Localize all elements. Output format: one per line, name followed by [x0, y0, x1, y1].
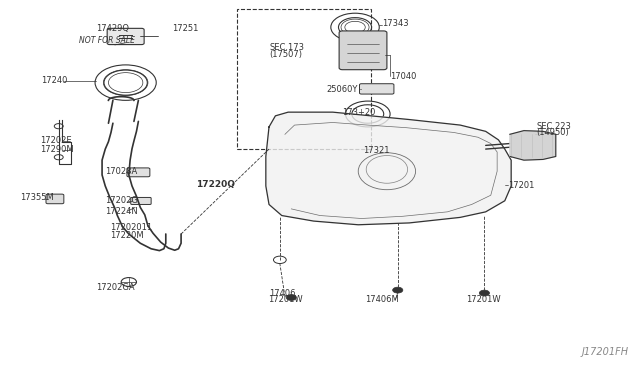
- Text: 17202011: 17202011: [109, 223, 152, 232]
- Text: 17224N: 17224N: [105, 206, 138, 216]
- Text: 17355M: 17355M: [20, 193, 54, 202]
- Text: 17220M: 17220M: [109, 231, 143, 240]
- FancyBboxPatch shape: [360, 84, 394, 94]
- Text: NOT FOR SALE: NOT FOR SALE: [79, 36, 134, 45]
- FancyBboxPatch shape: [131, 198, 151, 205]
- Text: 17290M: 17290M: [40, 145, 73, 154]
- FancyBboxPatch shape: [107, 28, 144, 45]
- Text: 17406M: 17406M: [365, 295, 398, 304]
- Text: 17251: 17251: [172, 24, 198, 33]
- Text: 173+20: 173+20: [342, 108, 376, 117]
- Text: 17240: 17240: [41, 76, 67, 85]
- Text: 17406: 17406: [269, 289, 296, 298]
- Polygon shape: [510, 131, 556, 160]
- FancyBboxPatch shape: [127, 168, 150, 177]
- Text: 17343: 17343: [383, 19, 409, 28]
- Text: 17201W: 17201W: [268, 295, 302, 304]
- Text: 17201: 17201: [508, 182, 534, 190]
- FancyBboxPatch shape: [46, 194, 64, 204]
- Text: 17028A: 17028A: [104, 167, 137, 176]
- Text: (14950): (14950): [537, 128, 570, 137]
- Text: (17507): (17507): [269, 49, 302, 59]
- Text: 17429Q: 17429Q: [97, 24, 129, 33]
- Text: 17321: 17321: [364, 147, 390, 155]
- Circle shape: [479, 290, 490, 296]
- Text: 17202E: 17202E: [40, 137, 71, 145]
- Text: 17201W: 17201W: [467, 295, 501, 304]
- Text: 25060Y: 25060Y: [327, 85, 358, 94]
- Circle shape: [393, 287, 403, 293]
- Text: 17220Q: 17220Q: [196, 180, 235, 189]
- Text: 17202GA: 17202GA: [96, 283, 134, 292]
- Text: J17201FH: J17201FH: [582, 347, 629, 357]
- Text: 17202G: 17202G: [105, 196, 138, 205]
- Circle shape: [286, 295, 296, 301]
- Polygon shape: [266, 112, 511, 225]
- Text: SEC.173: SEC.173: [269, 44, 304, 52]
- FancyBboxPatch shape: [339, 31, 387, 70]
- Text: SEC.223: SEC.223: [537, 122, 572, 131]
- Text: 17040: 17040: [390, 72, 417, 81]
